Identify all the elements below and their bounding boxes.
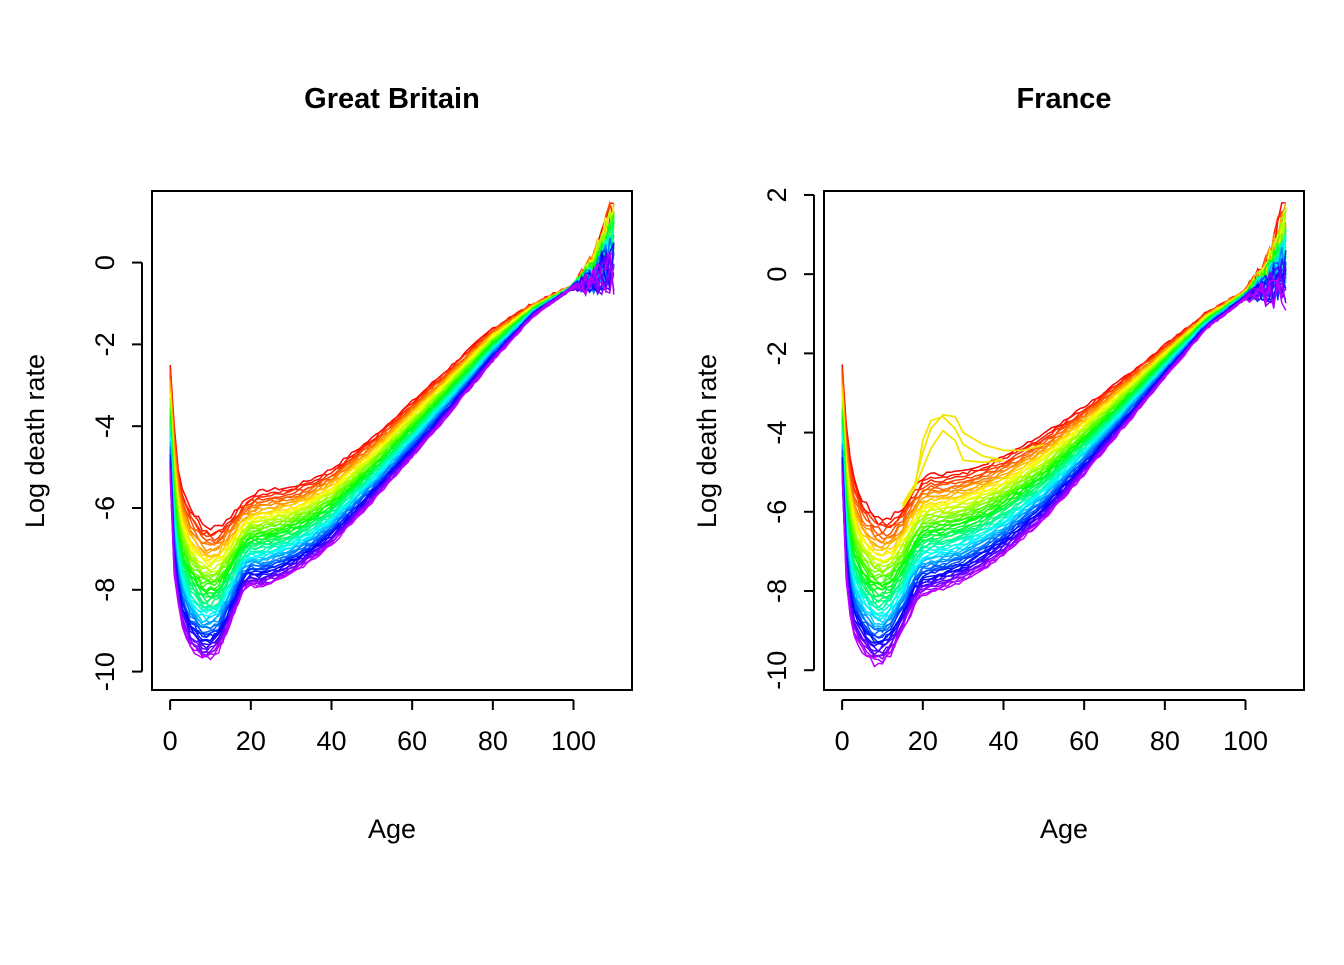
series-line	[841, 279, 1287, 668]
x-axis: 0 20 40 60 80 100	[835, 699, 1268, 756]
chart-title: France	[1016, 83, 1111, 115]
panel-france: France Age Log death rate 0 20 40 60 80 100 -…	[692, 83, 1305, 844]
series-line	[169, 202, 614, 537]
x-tick-label: 0	[163, 726, 178, 756]
series-line	[169, 212, 615, 582]
y-tick-label: -8	[90, 578, 120, 602]
x-tick-label: 60	[397, 726, 427, 756]
series-line	[169, 225, 615, 558]
y-axis: -10 -8 -6 -4 -2 0	[90, 255, 143, 691]
y-tick-label: -6	[90, 496, 120, 520]
y-tick-label: 2	[762, 187, 792, 202]
x-axis-label: Age	[368, 814, 416, 844]
plot-frame	[151, 190, 633, 691]
y-tick-label: 0	[90, 255, 120, 270]
series-line	[169, 200, 615, 544]
series-line	[169, 264, 615, 661]
x-tick-label: 0	[835, 726, 850, 756]
series-line	[841, 212, 1287, 537]
series-line	[169, 214, 615, 562]
series-line	[169, 243, 615, 579]
plot-frame	[823, 190, 1305, 691]
series-lines	[169, 200, 615, 661]
x-tick-label: 100	[1223, 726, 1268, 756]
series-line	[841, 233, 1287, 551]
series-lines	[841, 202, 1287, 668]
y-tick-label: -8	[762, 579, 792, 603]
x-axis: 0 20 40 60 80 100	[163, 699, 596, 756]
x-tick-label: 80	[478, 726, 508, 756]
y-tick-label: 0	[762, 267, 792, 282]
y-tick-label: -2	[762, 341, 792, 365]
y-tick-label: -4	[90, 414, 120, 438]
x-axis-label: Age	[1040, 814, 1088, 844]
x-tick-label: 40	[316, 726, 346, 756]
y-tick-label: -6	[762, 500, 792, 524]
series-line	[169, 210, 615, 537]
panel-great-britain: Great Britain Age Log death rate 0 20 40 60…	[20, 83, 633, 844]
series-line	[169, 216, 615, 542]
y-axis-label: Log death rate	[20, 354, 50, 528]
series-line	[169, 220, 615, 546]
y-tick-label: -4	[762, 421, 792, 445]
series-line-anomaly	[901, 429, 1004, 507]
y-tick-label: -10	[762, 651, 792, 690]
y-axis: -10 -8 -6 -4 -2 0 2	[762, 187, 815, 690]
x-tick-label: 40	[988, 726, 1018, 756]
y-axis-label: Log death rate	[692, 354, 722, 528]
series-line	[169, 203, 615, 555]
x-tick-label: 20	[908, 726, 938, 756]
series-line	[169, 234, 615, 558]
chart-title: Great Britain	[304, 83, 480, 115]
y-tick-label: -2	[90, 332, 120, 356]
series-line	[841, 253, 1287, 581]
series-line	[169, 214, 615, 546]
series-line	[169, 200, 615, 531]
series-line	[169, 209, 615, 552]
x-tick-label: 20	[236, 726, 266, 756]
x-tick-label: 100	[551, 726, 596, 756]
y-tick-label: -10	[90, 652, 120, 691]
x-tick-label: 60	[1069, 726, 1099, 756]
series-line-anomaly	[901, 413, 1045, 505]
x-tick-label: 80	[1150, 726, 1180, 756]
